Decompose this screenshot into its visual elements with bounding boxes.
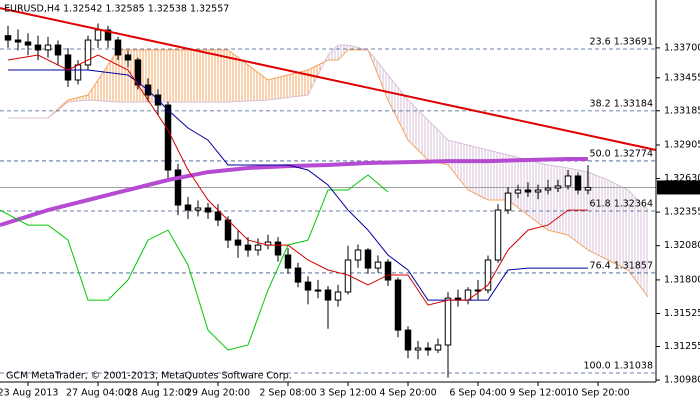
current-price-label: 1.32557 — [664, 182, 700, 193]
indicator-line — [0, 7, 657, 151]
y-tick-label: 1.33455 — [664, 72, 700, 83]
candle-body — [214, 211, 222, 221]
y-tick-label: 1.30980 — [664, 375, 700, 386]
x-tick-label: 10 Sep 20:00 — [566, 388, 629, 399]
candle-body — [114, 39, 122, 56]
y-tick-label: 1.32080 — [664, 240, 700, 251]
fib-label: 100.0 1.31038 — [583, 360, 653, 371]
candle-body — [394, 279, 402, 331]
candle-body — [524, 189, 532, 193]
x-tick-label: 29 Aug 20:00 — [186, 388, 250, 399]
candle-body — [254, 244, 262, 251]
candle-body — [274, 241, 282, 256]
candle-body — [414, 347, 422, 351]
fib-label: 61.8 1.32364 — [590, 199, 653, 210]
candle-body — [514, 189, 522, 194]
y-tick-label: 1.33700 — [664, 42, 700, 53]
candle-body — [364, 249, 372, 269]
y-tick-label: 1.31525 — [664, 308, 700, 319]
candle-body — [484, 259, 492, 291]
chart-title: EURUSD,H4 1.32542 1.32585 1.32538 1.3255… — [4, 4, 229, 15]
candle-body — [14, 39, 22, 43]
candle-body — [354, 249, 362, 261]
candle-body — [384, 261, 392, 281]
candle-body — [224, 219, 232, 241]
x-tick-label: 2 Sep 08:00 — [259, 388, 316, 399]
candle-body — [374, 261, 382, 269]
candle-body — [404, 329, 412, 351]
candle-body — [304, 281, 312, 291]
fib-label: 23.6 1.33691 — [590, 36, 653, 47]
candle-body — [544, 187, 552, 191]
candle-body — [54, 44, 62, 56]
candle-body — [24, 41, 32, 46]
y-tick-label: 1.33185 — [664, 105, 700, 116]
y-tick-label: 1.32905 — [664, 139, 700, 150]
candle-body — [184, 204, 192, 211]
candle-body — [104, 29, 112, 41]
candle-body — [84, 39, 92, 66]
cloud-span — [8, 49, 649, 298]
candle-body — [494, 209, 502, 261]
candle-body — [334, 291, 342, 301]
y-tick-label: 1.31255 — [664, 341, 700, 352]
candle-body — [124, 54, 132, 61]
y-tick-label: 1.32355 — [664, 207, 700, 218]
y-tick-label: 1.31800 — [664, 274, 700, 285]
x-tick-label: 3 Sep 12:00 — [319, 388, 376, 399]
candle-body — [444, 297, 452, 346]
candle-body — [234, 239, 242, 246]
x-tick-label: 28 Aug 12:00 — [126, 388, 190, 399]
x-tick-label: 27 Aug 04:00 — [66, 388, 130, 399]
candle-body — [504, 192, 512, 211]
candle-body — [44, 44, 52, 51]
candle-body — [534, 189, 542, 193]
candle-body — [564, 175, 572, 187]
candle-body — [64, 54, 72, 81]
candle-body — [434, 344, 442, 351]
candle-body — [174, 169, 182, 206]
x-tick-label: 6 Sep 04:00 — [449, 388, 506, 399]
candle-body — [574, 175, 582, 191]
plot-area: 23.6 1.33691 38.2 1.33184 50.0 1.32774 61.8… — [0, 7, 657, 378]
watermark: GCM MetaTrader, © 2001-2013, MetaQuotes … — [6, 371, 292, 382]
candle-body — [204, 207, 212, 213]
candle-body — [554, 185, 562, 189]
candle-body — [584, 186, 592, 191]
candle-body — [244, 244, 252, 251]
y-tick-label: 1.32630 — [664, 173, 700, 184]
candle-body — [314, 289, 322, 292]
candle-body — [4, 35, 12, 41]
candle-body — [74, 64, 82, 81]
fib-label: 50.0 1.32774 — [590, 148, 653, 159]
indicator-line — [8, 69, 588, 301]
cloud-span — [8, 44, 649, 211]
candle-body — [294, 267, 302, 283]
candle-body — [194, 207, 202, 211]
x-tick-label: 9 Sep 12:00 — [509, 388, 566, 399]
candle-body — [284, 254, 292, 269]
current-price-box — [657, 180, 700, 195]
x-tick-label: 23 Aug 2013 — [0, 388, 58, 399]
x-tick-label: 4 Sep 20:00 — [379, 388, 436, 399]
fib-label: 38.2 1.33184 — [590, 98, 653, 109]
indicator-line — [0, 157, 588, 228]
candle-body — [164, 104, 172, 171]
candle-body — [34, 44, 42, 51]
candle-body — [94, 29, 102, 41]
indicator-line — [0, 174, 389, 351]
indicator-line — [7, 54, 588, 306]
candle-body — [424, 347, 432, 351]
candle-body — [324, 289, 332, 301]
fib-label: 76.4 1.31857 — [590, 260, 653, 271]
